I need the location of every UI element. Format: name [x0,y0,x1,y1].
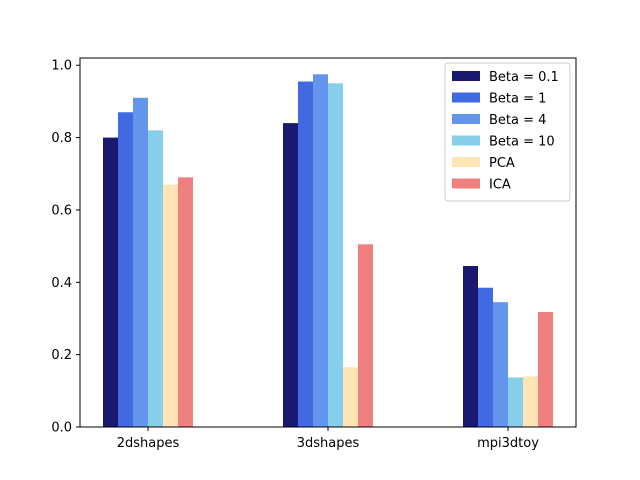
y-tick-label: 0.6 [51,203,72,218]
bar-3dshapes-3 [328,83,343,427]
bar-mpi3dtoy-3 [508,377,523,427]
y-tick-label: 0.4 [51,276,72,291]
y-tick-label: 0.8 [51,131,72,146]
legend-label: ICA [489,178,511,193]
bar-3dshapes-1 [298,81,313,427]
plot-frame [79,57,577,428]
legend-swatch [452,71,480,81]
bar-3dshapes-2 [313,74,328,427]
bar-mpi3dtoy-4 [523,376,538,427]
y-tick-label: 0.0 [51,421,72,436]
legend-label: Beta = 10 [489,135,555,150]
legend-swatch [452,157,480,167]
bars-layer [103,74,553,427]
legend-swatch [452,178,480,189]
bar-3dshapes-5 [358,244,373,427]
y-tick-label: 1.0 [51,59,72,74]
bar-2dshapes-2 [133,97,148,427]
legend-label: PCA [489,156,515,171]
legend-label: Beta = 1 [489,92,546,107]
x-tick-label: mpi3dtoy [477,436,539,451]
bar-2dshapes-3 [148,130,163,427]
bar-mpi3dtoy-1 [478,287,493,427]
legend-label: Beta = 4 [489,113,546,128]
legend-label: Beta = 0.1 [489,70,559,85]
bar-mpi3dtoy-0 [463,266,478,427]
bar-3dshapes-4 [343,367,358,427]
bar-2dshapes-5 [178,177,193,427]
x-tick-label: 2dshapes [117,436,180,451]
bar-mpi3dtoy-5 [538,311,553,427]
legend: Beta = 0.1 Beta = 1 Beta = 4 Beta = 10 PCA IC… [444,62,571,202]
bar-2dshapes-4 [163,184,178,427]
legend-swatch [452,135,480,146]
bar-2dshapes-0 [103,137,118,427]
axes-layer: 2dshapes 3dshapes mpi3dtoy 0.0 0.2 0.4 0.6 0.8 1… [51,57,577,451]
x-tick-label: 3dshapes [297,436,360,451]
bar-3dshapes-0 [283,123,298,427]
legend-swatch [452,114,480,124]
legend-swatch [452,92,480,103]
bar-mpi3dtoy-2 [493,302,508,427]
bar-2dshapes-1 [118,112,133,427]
y-tick-label: 0.2 [51,348,72,363]
